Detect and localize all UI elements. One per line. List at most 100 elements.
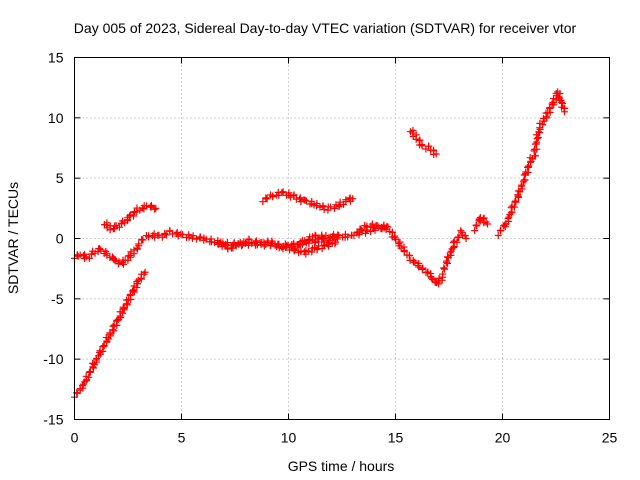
data-point-marker xyxy=(332,238,340,246)
data-point-marker xyxy=(384,223,392,231)
data-point-marker xyxy=(268,237,276,245)
data-point-marker xyxy=(334,231,342,239)
data-point-marker xyxy=(546,104,554,112)
data-point-marker xyxy=(152,204,160,212)
data-point-marker xyxy=(222,240,230,248)
data-point-marker xyxy=(532,152,540,160)
data-point-marker xyxy=(260,242,268,250)
data-point-marker xyxy=(427,274,435,282)
data-point-marker xyxy=(224,245,232,253)
data-point-marker xyxy=(179,231,187,239)
data-point-marker xyxy=(434,278,442,286)
data-point-marker xyxy=(301,237,309,245)
data-point-marker xyxy=(441,265,449,273)
data-point-marker xyxy=(133,284,141,292)
data-point-marker xyxy=(353,229,361,237)
series-track-12 xyxy=(494,88,569,239)
x-tick-label: 20 xyxy=(495,430,511,446)
data-point-marker xyxy=(425,142,433,150)
data-point-marker xyxy=(193,235,201,243)
data-point-marker xyxy=(106,226,114,234)
data-point-marker xyxy=(96,245,104,253)
data-point-marker xyxy=(119,303,127,311)
data-point-marker xyxy=(120,304,128,312)
data-point-marker xyxy=(290,192,298,200)
data-point-marker xyxy=(446,249,454,257)
y-tick-label: -15 xyxy=(43,412,63,428)
data-point-marker xyxy=(415,263,423,271)
data-point-marker xyxy=(455,233,463,241)
x-axis-label: GPS time / hours xyxy=(288,458,395,474)
data-point-marker xyxy=(533,138,541,146)
data-point-marker xyxy=(392,236,400,244)
data-point-marker xyxy=(133,278,141,286)
chart-title: Day 005 of 2023, Sidereal Day-to-day VTE… xyxy=(74,20,577,36)
data-point-marker xyxy=(520,171,528,179)
data-point-marker xyxy=(126,211,134,219)
data-point-marker xyxy=(173,228,181,236)
data-point-marker xyxy=(76,251,84,259)
data-point-marker xyxy=(123,301,131,309)
data-point-marker xyxy=(115,258,123,266)
data-point-marker xyxy=(331,204,339,212)
data-point-marker xyxy=(133,245,141,253)
data-point-marker xyxy=(147,201,155,209)
y-tick-label: -5 xyxy=(51,291,64,307)
data-point-marker xyxy=(85,373,93,381)
data-point-marker xyxy=(400,246,408,254)
data-point-marker xyxy=(311,231,319,239)
data-point-marker xyxy=(559,99,567,107)
data-point-marker xyxy=(196,233,204,241)
data-point-marker xyxy=(523,163,531,171)
data-point-marker xyxy=(453,238,461,246)
data-point-marker xyxy=(405,252,413,260)
data-point-marker xyxy=(325,234,333,242)
data-point-marker xyxy=(262,194,270,202)
data-point-marker xyxy=(411,258,419,266)
data-point-marker xyxy=(515,187,523,195)
data-point-marker xyxy=(462,235,470,242)
data-point-marker xyxy=(357,226,365,234)
data-point-marker xyxy=(517,182,525,190)
data-point-marker xyxy=(511,198,519,206)
data-point-marker xyxy=(92,356,100,364)
data-point-marker xyxy=(344,233,352,241)
data-point-marker xyxy=(103,249,111,257)
data-point-marker xyxy=(461,231,469,239)
series-track-2 xyxy=(71,242,143,268)
data-point-marker xyxy=(274,240,282,248)
data-point-marker xyxy=(443,257,451,265)
series-track-11 xyxy=(471,214,492,235)
data-point-marker xyxy=(291,245,299,253)
data-point-marker xyxy=(259,198,267,206)
data-point-marker xyxy=(356,225,364,233)
data-point-marker xyxy=(82,253,90,261)
data-point-marker xyxy=(424,268,432,276)
data-point-marker xyxy=(126,291,134,299)
y-axis-label: SDTVAR / TECUs xyxy=(5,182,21,294)
series-track-10 xyxy=(439,227,470,278)
series-track-3 xyxy=(100,201,160,234)
data-point-marker xyxy=(129,287,137,295)
data-point-marker xyxy=(539,121,547,129)
data-point-marker xyxy=(258,238,266,246)
data-point-marker xyxy=(501,221,509,229)
data-point-marker xyxy=(85,254,93,262)
data-point-marker xyxy=(109,322,117,330)
y-tick-label: -10 xyxy=(43,351,63,367)
data-point-marker xyxy=(543,114,551,122)
data-point-marker xyxy=(295,241,303,249)
data-point-marker xyxy=(275,244,283,252)
data-point-marker xyxy=(494,231,502,239)
data-point-marker xyxy=(99,343,107,351)
data-point-marker xyxy=(342,196,350,204)
data-point-marker xyxy=(471,227,479,235)
series-track-5 xyxy=(214,235,340,258)
data-point-marker xyxy=(162,231,170,239)
data-point-marker xyxy=(305,247,313,255)
data-point-marker xyxy=(290,239,298,247)
data-point-marker xyxy=(349,195,357,203)
data-point-marker xyxy=(319,202,327,210)
data-point-marker xyxy=(207,238,215,246)
data-point-marker xyxy=(512,197,520,205)
